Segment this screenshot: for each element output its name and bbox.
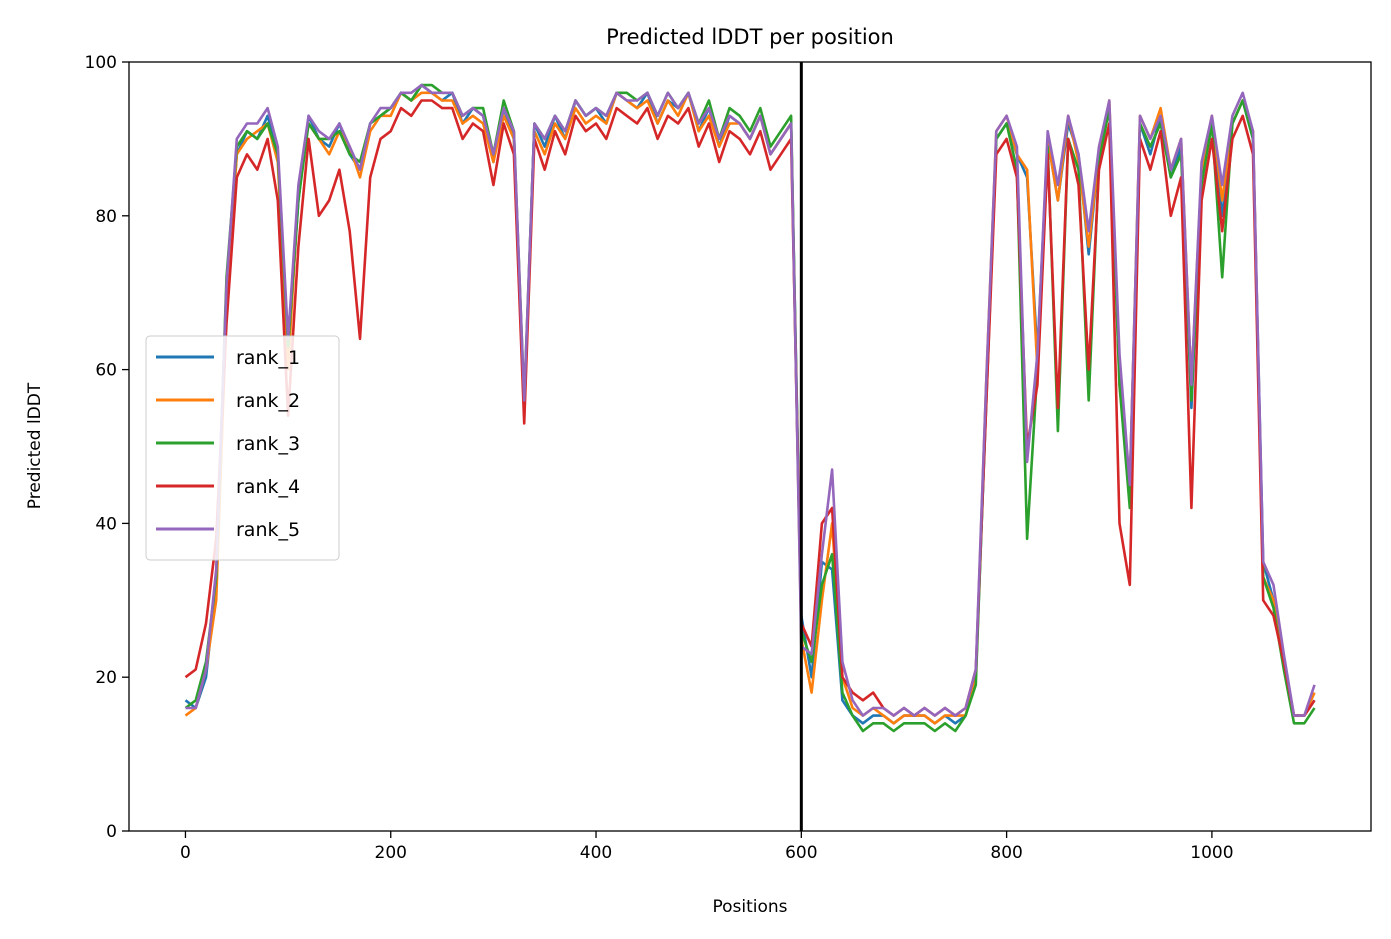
x-tick-label: 0	[180, 843, 191, 863]
x-axis-ticks: 0 200 400 600 800 1000	[180, 831, 1234, 863]
legend-label-rank_4: rank_4	[236, 476, 300, 498]
legend-label-rank_1: rank_1	[236, 347, 300, 369]
legend-label-rank_5: rank_5	[236, 519, 300, 541]
y-tick-label: 20	[95, 668, 117, 688]
legend-label-rank_3: rank_3	[236, 433, 300, 455]
legend-label-rank_2: rank_2	[236, 390, 300, 412]
x-tick-label: 200	[375, 843, 407, 863]
y-axis-ticks: 0 20 40 60 80 100	[85, 53, 129, 842]
x-axis-label: Positions	[712, 897, 787, 917]
series-line-rank_4	[184, 99, 1316, 717]
y-tick-label: 0	[106, 822, 117, 842]
x-tick-label: 600	[785, 843, 817, 863]
series-line-rank_5	[185, 83, 1316, 717]
x-tick-label: 800	[990, 843, 1022, 863]
legend: rank_1 rank_2 rank_3 rank_4 rank_5	[145, 335, 340, 561]
x-tick-label: 400	[580, 843, 612, 863]
y-tick-label: 40	[95, 514, 117, 534]
x-tick-label: 1000	[1190, 843, 1233, 863]
y-axis-label: Predicted lDDT	[25, 382, 45, 509]
y-tick-label: 80	[95, 207, 117, 227]
chart-title: Predicted lDDT per position	[606, 25, 894, 49]
series-line-rank_3	[184, 83, 1316, 733]
y-tick-label: 60	[95, 361, 117, 381]
y-tick-label: 100	[85, 53, 117, 73]
series-lines	[184, 83, 1316, 733]
legend-box	[145, 335, 340, 561]
plot-frame	[128, 61, 1372, 832]
